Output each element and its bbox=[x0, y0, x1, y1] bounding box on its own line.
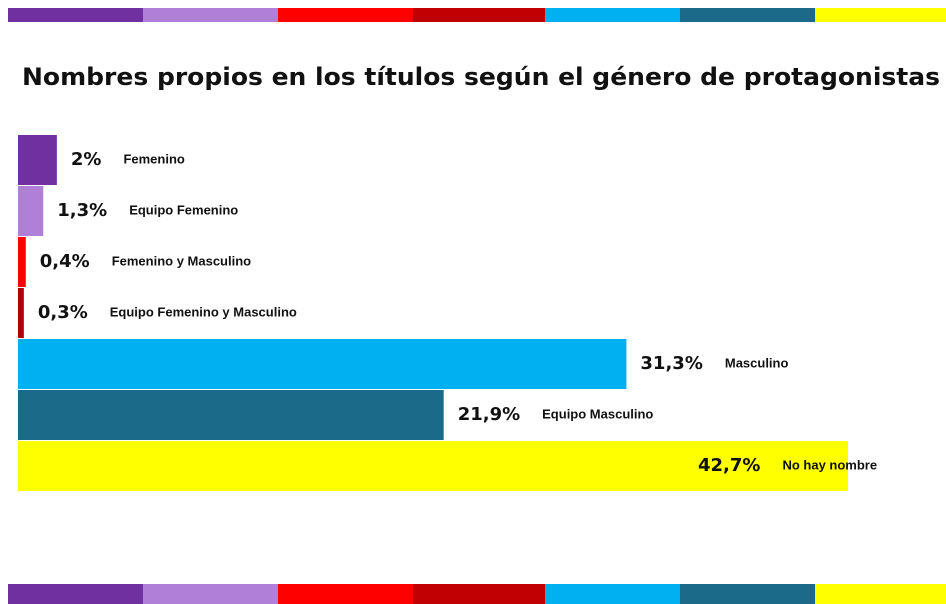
bar bbox=[18, 237, 26, 287]
bar bbox=[18, 288, 24, 338]
bar bbox=[18, 390, 444, 440]
value-label: 0,3% bbox=[38, 302, 88, 323]
value-label: 2% bbox=[71, 149, 102, 170]
category-label: Equipo Masculino bbox=[542, 406, 653, 421]
value-label: 0,4% bbox=[40, 251, 90, 272]
bar bbox=[18, 186, 44, 236]
category-label: Femenino bbox=[123, 151, 184, 166]
value-label: 42,7% bbox=[698, 455, 760, 476]
category-label: Femenino y Masculino bbox=[112, 253, 251, 268]
chart-title: Nombres propios en los títulos según el … bbox=[22, 63, 940, 91]
category-label: No hay nombre bbox=[782, 457, 877, 472]
bottom-strip bbox=[8, 584, 946, 604]
category-label: Masculino bbox=[725, 355, 789, 370]
value-label: 21,9% bbox=[458, 404, 520, 425]
bar bbox=[18, 135, 57, 185]
bar bbox=[18, 339, 627, 389]
category-label: Equipo Femenino y Masculino bbox=[110, 304, 297, 319]
top-strip bbox=[8, 8, 946, 22]
value-label: 1,3% bbox=[57, 200, 107, 221]
value-label: 31,3% bbox=[640, 353, 702, 374]
bar bbox=[18, 441, 848, 491]
category-label: Equipo Femenino bbox=[129, 202, 238, 217]
